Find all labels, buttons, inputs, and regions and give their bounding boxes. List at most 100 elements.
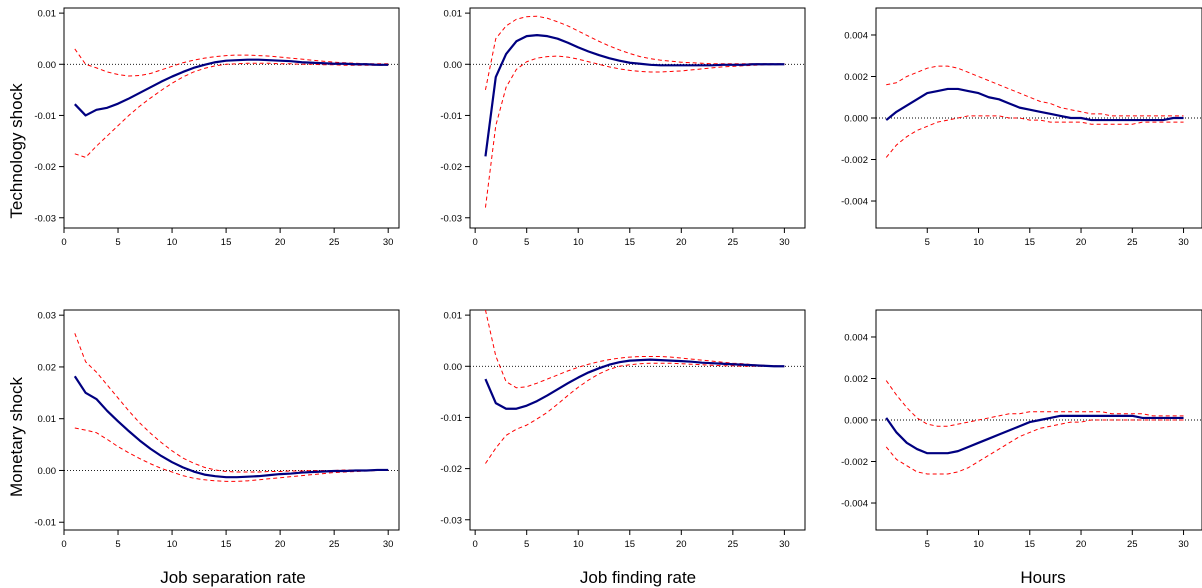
y-tick-label: -0.004: [841, 499, 868, 510]
x-tick-label: 25: [329, 539, 340, 550]
x-tick-label: 10: [167, 539, 178, 550]
panel-6: 5 10 15 20 25 30 0.004 0.002 0.000 -0.002 -0.004: [841, 309, 1202, 550]
y-tick-label: 0.002: [844, 374, 868, 385]
y-tick-label: -0.01: [440, 413, 462, 424]
y-tick-label: 0.01: [38, 9, 57, 20]
lower-band-line: [484, 55, 785, 208]
panel-3: 5 10 15 20 25 30 0.004 0.002 0.000 -0.002 -0.004: [841, 7, 1202, 248]
col-label-job-finding: Job finding rate: [580, 568, 696, 587]
x-tick-label: 20: [676, 539, 687, 550]
x-tick-label: 20: [275, 237, 286, 248]
y-tick-label: 0.01: [444, 9, 463, 20]
lower-band-line: [74, 427, 389, 482]
x-tick-label: 5: [524, 539, 529, 550]
x-tick-label: 30: [1178, 539, 1189, 550]
point-estimate-line: [74, 58, 389, 117]
x-tick-label: 20: [676, 237, 687, 248]
x-tick-label: 10: [167, 237, 178, 248]
y-tick-label: 0.01: [38, 414, 57, 425]
x-tick-label: 15: [221, 539, 232, 550]
point-estimate-line: [484, 358, 785, 410]
y-tick-label: 0.03: [38, 311, 57, 322]
panel-1: 0 5 10 15 20 25 30 0.01 0.00 -0.01 -0.02 -0.03: [34, 7, 400, 248]
y-tick-label: 0.00: [444, 60, 463, 71]
plot-frame: [469, 7, 806, 229]
y-tick-label: 0.004: [844, 30, 868, 41]
point-estimate-line: [885, 87, 1184, 122]
x-tick-label: 25: [1127, 237, 1138, 248]
row-label-technology: Technology shock: [7, 83, 26, 219]
x-tick-label: 25: [728, 237, 739, 248]
x-tick-label: 25: [1127, 539, 1138, 550]
y-tick-label: 0.004: [844, 332, 868, 343]
y-tick-label: -0.004: [841, 197, 868, 208]
y-tick-label: -0.02: [440, 464, 462, 475]
upper-band-line: [484, 15, 785, 90]
y-tick-label: -0.01: [34, 518, 56, 529]
x-tick-label: 10: [573, 237, 584, 248]
x-tick-label: 30: [383, 237, 394, 248]
y-tick-label: 0.000: [844, 114, 868, 125]
y-tick-label: -0.03: [34, 213, 56, 224]
y-tick-label: -0.03: [440, 213, 462, 224]
y-tick-label: -0.002: [841, 155, 868, 166]
upper-band-line: [74, 48, 389, 77]
x-tick-label: 15: [624, 237, 635, 248]
x-tick-label: 5: [115, 539, 120, 550]
x-tick-label: 25: [728, 539, 739, 550]
x-tick-label: 0: [61, 539, 66, 550]
panel-5: 0 5 10 15 20 25 30 0.01 0.00 -0.01 -0.02 -0.03: [440, 309, 806, 550]
lower-band-line: [485, 362, 785, 464]
panel-4: 0 5 10 15 20 25 30 0.03 0.02 0.01 0.00 -0.01: [34, 309, 400, 550]
point-estimate-line: [885, 414, 1184, 455]
point-estimate-line: [73, 375, 389, 479]
y-tick-label: 0.002: [844, 72, 868, 83]
y-tick-label: 0.00: [38, 60, 57, 71]
col-label-hours: Hours: [1020, 568, 1065, 587]
x-tick-label: 10: [573, 539, 584, 550]
x-tick-label: 30: [779, 539, 790, 550]
x-tick-label: 15: [1024, 237, 1035, 248]
x-tick-label: 15: [624, 539, 635, 550]
y-tick-label: 0.00: [38, 466, 57, 477]
x-tick-label: 15: [1024, 539, 1035, 550]
series-group: [484, 310, 785, 464]
series-group: [74, 48, 389, 158]
y-tick-label: 0.000: [844, 416, 868, 427]
x-tick-label: 30: [779, 237, 790, 248]
plot-frame: [63, 309, 400, 531]
x-tick-label: 20: [1076, 237, 1087, 248]
x-tick-label: 30: [383, 539, 394, 550]
x-tick-label: 5: [925, 539, 930, 550]
y-tick-label: 0.02: [38, 362, 57, 373]
panel-2: 0 5 10 15 20 25 30 0.01 0.00 -0.01 -0.02 -0.03: [440, 7, 806, 248]
y-tick-label: 0.01: [444, 311, 463, 322]
x-tick-label: 15: [221, 237, 232, 248]
lower-band-line: [885, 419, 1184, 475]
lower-band-line: [74, 62, 389, 158]
panels: 0 5 10 15 20 25 30 0.01 0.00 -0.01 -0.02 -0.03 0 5 10 1…: [34, 7, 1202, 550]
x-tick-label: 30: [1178, 237, 1189, 248]
y-tick-label: -0.002: [841, 457, 868, 468]
x-tick-label: 25: [329, 237, 340, 248]
x-tick-label: 20: [1076, 539, 1087, 550]
upper-band-line: [886, 65, 1184, 117]
y-tick-label: -0.02: [34, 162, 56, 173]
upper-band-line: [885, 380, 1184, 427]
series-group: [885, 380, 1184, 475]
y-tick-label: -0.03: [440, 515, 462, 526]
x-tick-label: 0: [473, 237, 478, 248]
x-tick-label: 10: [973, 539, 984, 550]
x-tick-label: 20: [275, 539, 286, 550]
x-tick-label: 5: [925, 237, 930, 248]
series-group: [484, 15, 785, 208]
x-tick-label: 0: [61, 237, 66, 248]
x-tick-label: 5: [524, 237, 529, 248]
upper-band-line: [74, 333, 389, 473]
series-group: [885, 65, 1184, 158]
upper-band-line: [484, 310, 785, 389]
x-tick-label: 5: [115, 237, 120, 248]
col-label-job-separation: Job separation rate: [160, 568, 306, 587]
x-tick-label: 10: [973, 237, 984, 248]
